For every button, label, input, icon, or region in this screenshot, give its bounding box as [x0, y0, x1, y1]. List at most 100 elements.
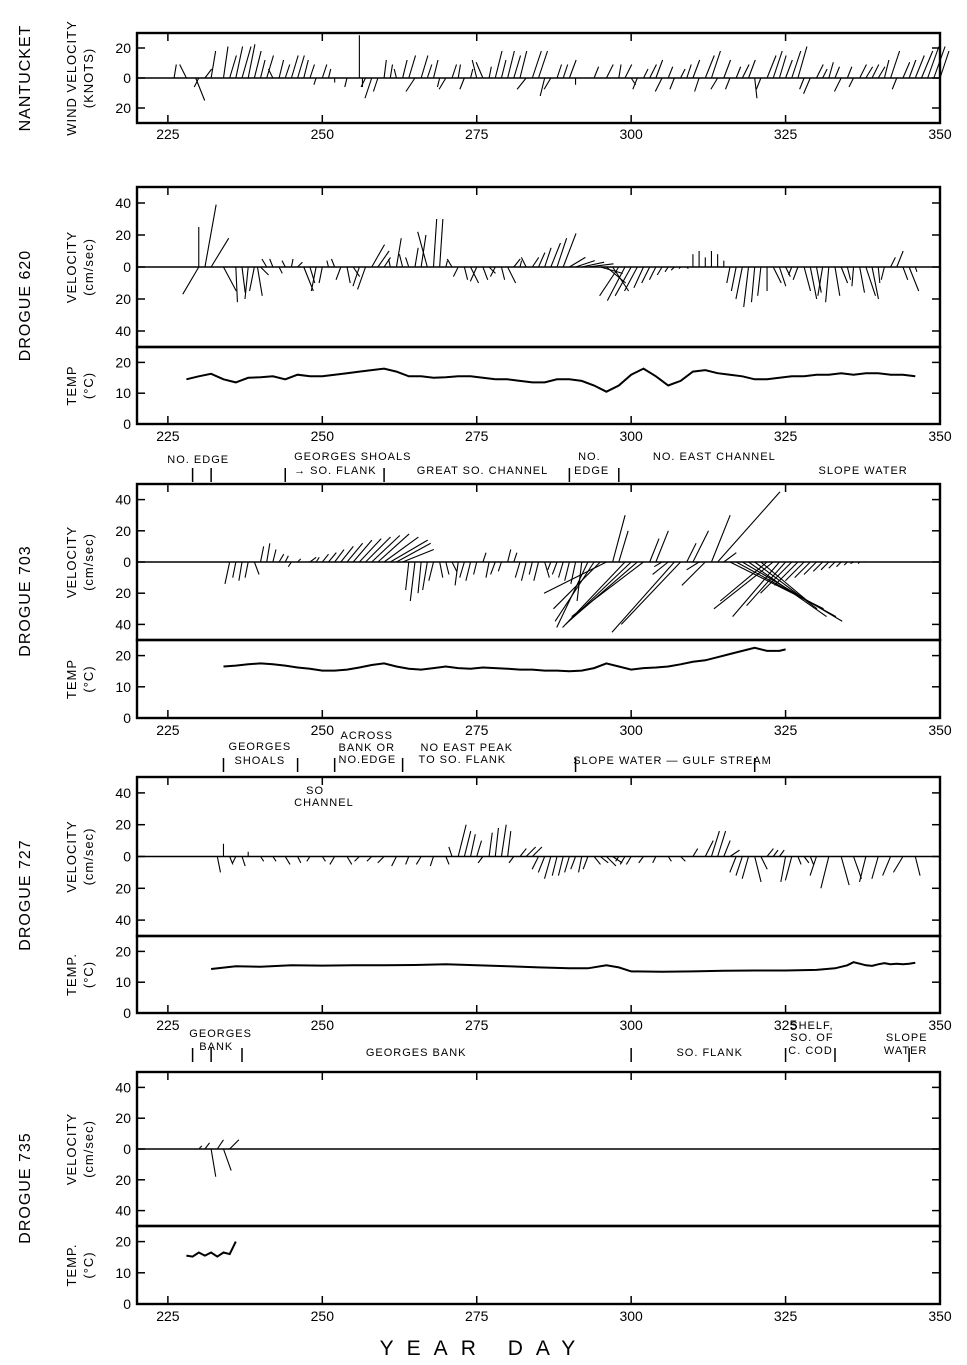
velocity-stick — [388, 258, 391, 268]
velocity-stick — [772, 849, 779, 857]
velocity-stick — [766, 55, 777, 79]
velocity-stick — [415, 856, 422, 865]
velocity-stick — [224, 561, 231, 584]
velocity-stick — [272, 856, 277, 862]
velocity-stick — [216, 856, 222, 873]
y-tick-label: 0 — [123, 1005, 131, 1021]
velocity-stick — [256, 266, 263, 296]
x-tick-label: 325 — [774, 1308, 798, 1324]
y-tick-label: 0 — [123, 849, 131, 865]
velocity-stick — [371, 244, 386, 268]
velocity-stick — [704, 840, 714, 857]
velocity-stick — [272, 549, 277, 563]
location-annotation: WATER — [884, 1045, 928, 1057]
velocity-stick — [490, 561, 496, 575]
velocity-stick — [366, 856, 373, 862]
velocity-stick — [822, 68, 828, 79]
velocity-stick — [803, 77, 811, 94]
velocity-stick — [321, 856, 326, 862]
location-annotation: GREAT SO. CHANNEL — [417, 465, 549, 477]
velocity-stick — [391, 856, 397, 867]
y-tick-label: 20 — [115, 1234, 131, 1250]
y-tick-label: 0 — [123, 70, 131, 86]
y-tick-label: 20 — [115, 227, 131, 243]
velocity-stick — [914, 266, 918, 272]
velocity-stick — [890, 50, 901, 79]
velocity-stick — [543, 77, 552, 90]
y-tick-label: 40 — [115, 492, 131, 508]
velocity-stick — [352, 539, 373, 563]
velocity-stick — [475, 62, 484, 79]
velocity-stick — [193, 77, 200, 88]
velocity-stick — [229, 55, 237, 79]
x-tick-label: 300 — [619, 126, 643, 142]
velocity-stick — [618, 64, 622, 79]
y-tick-label: 10 — [115, 974, 131, 990]
velocity-stick — [667, 856, 672, 862]
location-annotation: SLOPE WATER — GULF STREAM — [573, 755, 772, 767]
temperature-axis-label: (°C) — [81, 1251, 96, 1278]
velocity-stick — [678, 266, 681, 269]
velocity-stick — [692, 59, 701, 79]
velocity-stick — [439, 218, 444, 268]
velocity-stick — [235, 266, 238, 303]
x-tick-label: 325 — [774, 428, 798, 444]
location-annotation: SLOPE — [886, 1032, 928, 1044]
velocity-stick — [853, 856, 862, 879]
velocity-axis-label: WIND VELOCITY — [64, 20, 79, 136]
velocity-stick — [330, 258, 336, 268]
temperature-frame — [135, 345, 942, 426]
x-tick-label: 250 — [311, 1308, 335, 1324]
velocity-stick — [748, 59, 756, 79]
velocity-stick — [859, 64, 867, 79]
velocity-stick — [612, 266, 630, 292]
velocity-stick — [920, 50, 934, 79]
velocity-stick — [297, 55, 305, 79]
velocity-stick — [457, 64, 461, 79]
velocity-stick — [652, 561, 669, 575]
velocity-stick — [383, 536, 419, 563]
velocity-axis-label: (cm/sec) — [81, 828, 96, 886]
temperature-axis-label: (°C) — [81, 961, 96, 988]
velocity-stick — [754, 77, 758, 99]
velocity-stick — [828, 561, 836, 569]
y-tick-label: 20 — [115, 40, 131, 56]
y-tick-label: 40 — [115, 323, 131, 339]
velocity-stick — [432, 59, 439, 79]
velocity-stick — [544, 561, 550, 578]
velocity-stick — [260, 59, 266, 79]
velocity-stick — [448, 846, 453, 857]
velocity-stick — [836, 561, 842, 568]
velocity-stick — [173, 64, 177, 79]
velocity-stick — [318, 266, 323, 284]
velocity-stick — [489, 266, 496, 277]
velocity-stick — [772, 50, 783, 79]
velocity-stick — [914, 55, 925, 79]
velocity-stick — [850, 561, 854, 565]
y-tick-label: 0 — [123, 710, 131, 726]
velocity-stick — [241, 266, 246, 293]
velocity-stick — [306, 856, 311, 862]
velocity-stick — [402, 549, 435, 563]
x-tick-label: 275 — [465, 126, 489, 142]
velocity-stick — [809, 856, 814, 865]
temperature-axis-label: (°C) — [81, 665, 96, 692]
velocity-stick — [871, 64, 880, 79]
velocity-stick — [253, 50, 262, 79]
x-tick-label: 225 — [156, 722, 180, 738]
velocity-axis-label: VELOCITY — [64, 1113, 79, 1185]
velocity-stick — [287, 561, 292, 567]
velocity-stick — [933, 46, 946, 79]
velocity-stick — [383, 59, 387, 79]
velocity-stick — [500, 59, 507, 79]
x-tick-label: 300 — [619, 1308, 643, 1324]
velocity-stick — [470, 266, 480, 284]
x-tick-label: 250 — [311, 1017, 335, 1033]
x-tick-label: 225 — [156, 1308, 180, 1324]
velocity-stick — [902, 62, 911, 79]
velocity-stick — [519, 260, 523, 268]
location-annotation: ACROSS — [341, 730, 393, 742]
velocity-stick — [908, 266, 920, 292]
location-annotation: TO SO. FLANK — [419, 754, 507, 766]
velocity-stick — [724, 77, 731, 90]
